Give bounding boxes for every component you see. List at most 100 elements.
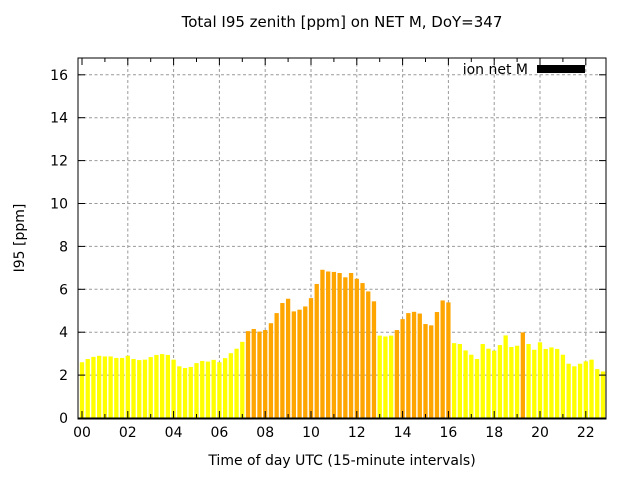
y-tick-label: 2	[59, 368, 68, 384]
bar	[520, 332, 525, 418]
bar	[326, 271, 331, 418]
legend: ion net M	[463, 62, 585, 78]
bar	[543, 348, 548, 418]
bar	[257, 331, 262, 418]
bar	[566, 363, 571, 418]
plot-frame	[77, 57, 607, 420]
x-axis-title: Time of day UTC (15-minute intervals)	[207, 453, 475, 469]
x-tick-label: 14	[394, 425, 412, 441]
bar	[119, 357, 125, 418]
tick-marks	[78, 58, 606, 418]
bar	[131, 359, 136, 418]
bar	[165, 354, 171, 418]
bar	[222, 358, 228, 418]
bar	[589, 359, 594, 418]
y-tick-label: 4	[59, 325, 68, 341]
bar	[509, 347, 514, 418]
bar	[85, 359, 90, 418]
bar	[280, 303, 285, 418]
bar	[171, 359, 176, 418]
bar	[188, 366, 193, 418]
bar	[331, 271, 337, 418]
bar	[102, 356, 108, 418]
bar	[371, 301, 377, 418]
bar	[217, 362, 222, 418]
bar	[274, 313, 279, 418]
x-tick-label: 10	[302, 425, 320, 441]
bar	[314, 283, 319, 418]
bar	[205, 361, 211, 418]
bar	[406, 313, 411, 418]
x-tick-label: 04	[165, 425, 183, 441]
chart-title: Total I95 zenith [ppm] on NET M, DoY=347	[181, 13, 503, 31]
bar	[474, 359, 480, 418]
bar	[285, 298, 291, 418]
bar	[469, 354, 474, 418]
bar	[394, 330, 400, 418]
y-tick-label: 10	[50, 197, 68, 213]
bar	[79, 362, 85, 418]
bar	[492, 350, 497, 418]
bar	[389, 335, 394, 418]
bar	[600, 371, 606, 418]
legend-label: ion net M	[463, 62, 528, 78]
bar	[194, 363, 199, 418]
bar	[451, 343, 457, 418]
bar	[377, 335, 382, 418]
bar	[366, 291, 371, 418]
bar	[337, 273, 342, 418]
y-tick-labels: 0 2 4 6 8 10 12 14 16	[50, 68, 68, 427]
legend-swatch	[537, 65, 585, 73]
bar	[503, 335, 508, 418]
x-tick-label: 12	[348, 425, 366, 441]
bar	[263, 330, 268, 418]
bar	[497, 345, 503, 418]
bar	[348, 273, 354, 418]
bar	[440, 300, 445, 418]
bar	[480, 344, 485, 418]
bar	[537, 342, 543, 418]
bar	[595, 369, 600, 418]
bar	[514, 345, 520, 418]
bar	[234, 348, 239, 418]
bar	[91, 356, 96, 418]
y-tick-label: 14	[50, 111, 68, 127]
bar-series	[79, 269, 606, 418]
bar	[383, 336, 388, 418]
bar	[108, 356, 113, 418]
bar	[560, 354, 566, 418]
bar	[137, 360, 142, 418]
bar	[291, 311, 296, 418]
bar	[154, 354, 159, 418]
bar	[423, 324, 428, 418]
bar	[343, 277, 348, 418]
y-tick-label: 12	[50, 154, 68, 170]
y-tick-label: 6	[59, 282, 68, 298]
y-tick-label: 8	[59, 239, 68, 255]
bar	[200, 360, 205, 418]
bar	[526, 344, 531, 418]
x-tick-label: 22	[577, 425, 595, 441]
bar	[251, 328, 256, 418]
bar	[125, 355, 130, 418]
bar	[211, 359, 216, 418]
y-tick-label: 0	[59, 411, 68, 427]
bar	[177, 366, 182, 418]
bar	[148, 357, 153, 418]
x-tick-label: 20	[531, 425, 549, 441]
bar	[577, 363, 583, 418]
x-tick-label: 00	[73, 425, 91, 441]
x-tick-labels: 00 02 04 06 08 10 12 14 16 18 20 22	[73, 425, 595, 441]
bar	[411, 311, 417, 418]
x-tick-label: 16	[439, 425, 457, 441]
x-tick-label: 06	[210, 425, 228, 441]
bar	[240, 341, 245, 418]
bar	[320, 269, 325, 418]
bar	[182, 368, 188, 418]
y-axis-title: I95 [ppm]	[12, 204, 28, 273]
bar	[429, 325, 434, 418]
bar	[297, 309, 302, 418]
bar	[532, 349, 537, 418]
